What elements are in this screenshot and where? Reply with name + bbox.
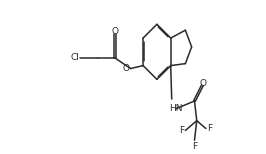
Text: HN: HN bbox=[169, 104, 182, 113]
Text: F: F bbox=[207, 124, 212, 133]
Text: F: F bbox=[192, 142, 197, 151]
Text: O: O bbox=[200, 79, 207, 88]
Text: F: F bbox=[179, 126, 184, 135]
Text: O: O bbox=[122, 64, 129, 73]
Text: Cl: Cl bbox=[70, 53, 79, 62]
Text: O: O bbox=[111, 27, 118, 36]
